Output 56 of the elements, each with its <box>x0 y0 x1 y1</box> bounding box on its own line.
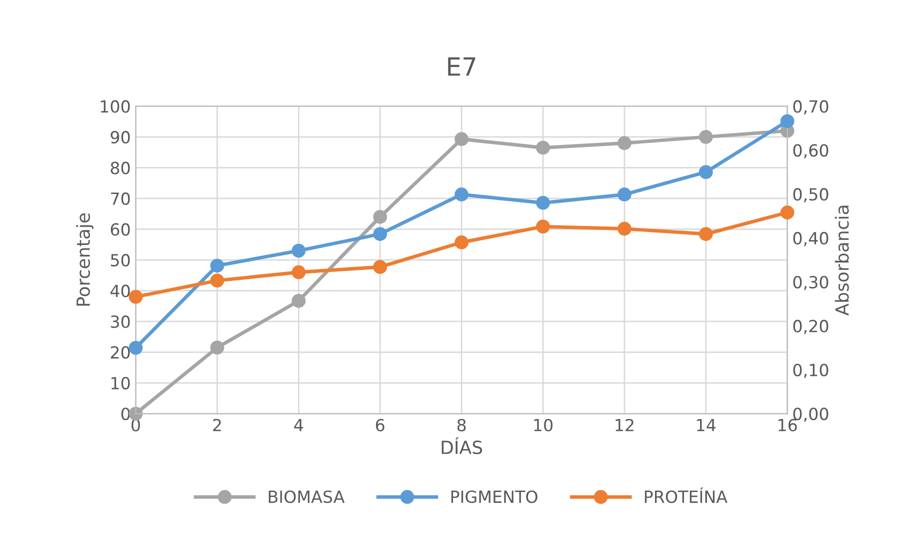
point <box>210 274 224 288</box>
y-tick-label: 50 <box>110 254 130 267</box>
point <box>373 227 388 241</box>
x-tick-label: 10 <box>534 418 552 432</box>
point <box>373 260 388 274</box>
y-tick-label: 30 <box>110 315 130 328</box>
point <box>454 132 468 146</box>
x-tick-label: 8 <box>457 418 466 432</box>
y2-tick-label: 0,30 <box>793 276 828 290</box>
x-tick-label: 2 <box>213 418 221 432</box>
x-axis-title: DÍAS <box>442 437 482 454</box>
point <box>210 340 224 355</box>
y-tick-label: 100 <box>100 100 130 113</box>
y2-tick-label: 0,50 <box>793 188 828 202</box>
y-tick-label: 60 <box>110 223 130 236</box>
x-tick-label: 6 <box>376 418 384 432</box>
legend-label: PROTEÍNA <box>644 487 728 504</box>
y-tick-label: 70 <box>111 192 130 206</box>
point <box>128 290 143 304</box>
point <box>536 220 550 234</box>
point <box>210 258 224 273</box>
point <box>698 165 713 180</box>
y-tick-label: 80 <box>110 162 130 174</box>
legend-label: PIGMENTO <box>451 490 538 504</box>
legend-label: BIOMASA <box>268 490 345 504</box>
x-tick-label: 12 <box>616 418 634 432</box>
point <box>536 140 550 155</box>
point <box>454 188 468 202</box>
y2-tick-label: 0,40 <box>793 232 828 246</box>
point <box>780 114 794 128</box>
point <box>128 340 143 355</box>
point <box>536 196 550 210</box>
y2-tick-label: 0,70 <box>793 100 828 114</box>
point <box>780 206 794 220</box>
point <box>698 227 713 241</box>
point <box>698 130 713 144</box>
point <box>618 222 632 236</box>
point <box>618 136 632 150</box>
point <box>292 244 306 258</box>
point <box>292 294 306 308</box>
x-tick-label: 4 <box>294 419 304 432</box>
y-tick-label: 90 <box>110 130 130 144</box>
x-tick-label: 14 <box>697 419 716 432</box>
y2-tick-label: 0,10 <box>793 364 828 378</box>
y-tick-label: 40 <box>110 284 130 298</box>
point <box>292 265 306 280</box>
point <box>618 188 632 202</box>
point <box>373 210 388 224</box>
chart-title: E7 <box>448 57 476 76</box>
y-tick-label: 10 <box>112 376 130 390</box>
y-tick-label: 20 <box>110 346 130 359</box>
y2-axis-title: Absorbancia <box>834 206 849 316</box>
y2-tick-label: 0,60 <box>793 144 828 158</box>
y2-tick-label: 0,20 <box>793 320 828 334</box>
point <box>454 235 468 250</box>
y-axis-title: Porcentaje <box>76 213 94 306</box>
